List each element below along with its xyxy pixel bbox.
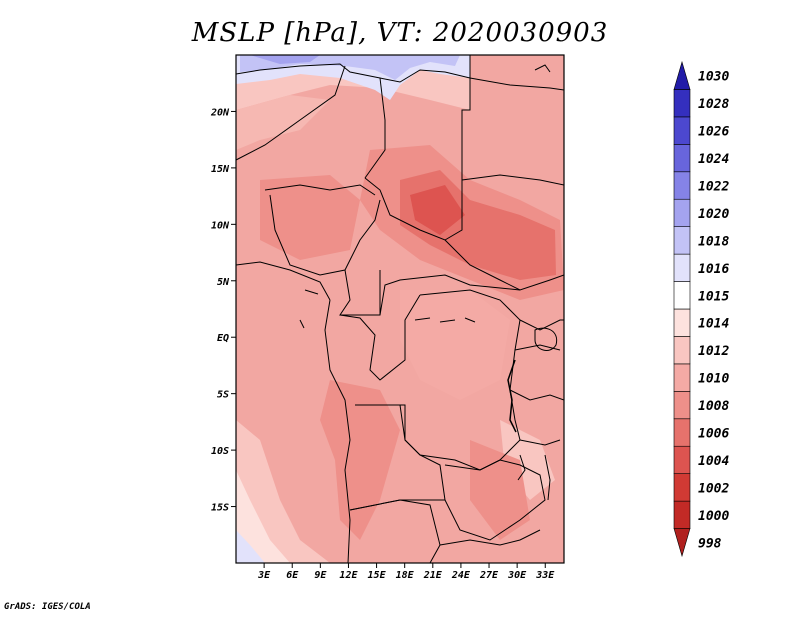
lat-tick-label: 15N [211, 164, 230, 175]
colorbar-label: 1018 [698, 234, 729, 249]
lat-tick-label: EQ [217, 333, 229, 344]
colorbar-swatch [673, 89, 691, 118]
colorbar-label: 1004 [698, 454, 729, 469]
lon-tick-label: 6E [286, 570, 299, 581]
lat-tick-label: 5S [217, 390, 229, 401]
colorbar-swatch [673, 253, 691, 282]
colorbar-swatch [673, 308, 691, 337]
colorbar-swatch [673, 418, 691, 447]
colorbar-label: 1006 [698, 427, 729, 442]
colorbar-label: 1010 [698, 372, 729, 387]
lat-tick-label: 10N [211, 220, 230, 231]
colorbar-label: 998 [698, 536, 722, 551]
colorbar-label: 1012 [698, 344, 729, 359]
lon-tick-label: 9E [314, 570, 327, 581]
colorbar-label: 1002 [698, 481, 729, 496]
colorbar-swatch [673, 226, 691, 255]
lon-tick-label: 33E [535, 570, 555, 581]
pressure-field [236, 55, 564, 563]
colorbar-label: 1020 [698, 207, 729, 222]
colorbar-label: 1015 [698, 289, 729, 304]
footer-credit: GrADS: IGES/COLA [4, 602, 91, 612]
colorbar-swatch [673, 171, 691, 200]
map-title: MSLP [hPa], VT: 2020030903 [191, 18, 609, 48]
lat-tick-label: 10S [211, 446, 229, 457]
lat-tick-label: 20N [210, 107, 230, 118]
colorbar-label: 1022 [698, 180, 729, 195]
colorbar-label: 1024 [698, 152, 729, 167]
colorbar-swatch [673, 528, 691, 558]
lon-tick-label: 12E [339, 570, 358, 581]
colorbar-label: 1000 [698, 509, 729, 524]
colorbar-swatch [673, 473, 691, 502]
colorbar-swatch [673, 144, 691, 173]
colorbar-swatch [673, 445, 691, 474]
colorbar-swatch [673, 363, 691, 392]
lat-tick-label: 15S [211, 503, 229, 514]
colorbar-swatch [673, 198, 691, 227]
colorbar: 998 1000 1002 1004 1006 1008 1010 1012 1014 1015 1… [673, 60, 729, 558]
country-borders [236, 55, 564, 563]
colorbar-swatch [673, 116, 691, 145]
colorbar-label: 1014 [698, 317, 729, 332]
colorbar-swatch [673, 281, 691, 310]
colorbar-label: 1026 [698, 125, 729, 140]
colorbar-swatch [673, 60, 691, 90]
lon-tick-label: 30E [507, 570, 527, 581]
map-frame [235, 54, 565, 564]
colorbar-label: 1008 [698, 399, 729, 414]
colorbar-label: 1028 [698, 97, 729, 112]
lon-tick-label: 21E [423, 570, 443, 581]
lon-tick-label: 27E [479, 570, 499, 581]
axis-ticks: 3E 6E 9E 12E 15E 18E 21E 24E 27E 30E 33E 20N 15N 10N 5… [210, 107, 555, 581]
colorbar-label: 1030 [698, 70, 729, 85]
colorbar-label: 1016 [698, 262, 729, 277]
lon-tick-label: 24E [451, 570, 471, 581]
lon-tick-label: 18E [396, 570, 415, 581]
lon-tick-label: 15E [368, 570, 387, 581]
colorbar-swatch [673, 336, 691, 365]
lat-tick-label: 5N [217, 277, 230, 288]
lon-tick-label: 3E [257, 570, 271, 581]
colorbar-swatch [673, 391, 691, 420]
colorbar-swatch [673, 500, 691, 529]
